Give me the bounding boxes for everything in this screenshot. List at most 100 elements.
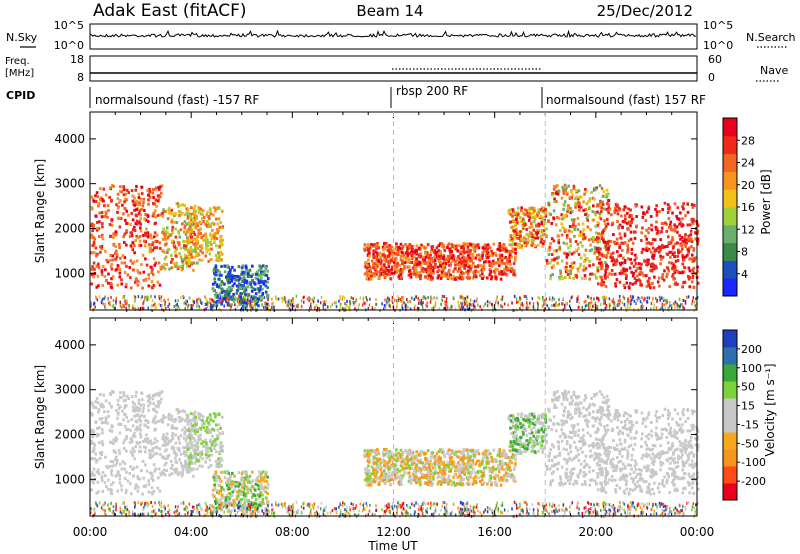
power-cell [444, 258, 448, 262]
power-cell [561, 186, 564, 190]
power-cell [681, 302, 683, 306]
power-cell [516, 206, 520, 210]
power-cell [566, 273, 570, 277]
power-cell [191, 299, 194, 303]
power-cell [682, 258, 686, 262]
power-cell [139, 244, 143, 248]
velocity-cell [167, 417, 171, 421]
power-cell [691, 302, 693, 306]
power-cell [588, 249, 592, 253]
power-cell [628, 214, 632, 218]
power-cell [513, 257, 517, 261]
power-cell [651, 262, 655, 266]
power-cell [452, 244, 455, 248]
velocity-cell [170, 426, 174, 430]
velocity-cell [90, 473, 94, 477]
power-cell [128, 304, 131, 308]
power-cell [103, 305, 106, 309]
power-cell [161, 303, 163, 307]
power-cell [199, 212, 203, 216]
power-cell [448, 249, 452, 253]
power-cell [97, 202, 101, 206]
power-cell [615, 204, 619, 208]
power-cell [582, 234, 586, 238]
power-cell [463, 266, 466, 270]
velocity-cell [219, 445, 222, 449]
velocity-cell [139, 428, 142, 432]
velocity-cell [189, 412, 193, 416]
power-cell [688, 269, 692, 273]
power-cell [565, 265, 568, 269]
power-cell [680, 247, 684, 251]
power-cell [566, 207, 570, 211]
power-cell [541, 215, 545, 219]
power-cell [250, 289, 254, 293]
velocity-cell [117, 407, 121, 411]
power-cell [627, 300, 629, 304]
power-cell [352, 297, 354, 301]
power-cell [470, 264, 474, 268]
power-cell [464, 263, 467, 267]
power-cell [652, 253, 656, 257]
velocity-cell [128, 440, 132, 444]
power-cell [579, 241, 582, 245]
power-cell [547, 253, 551, 257]
velocity-cell [114, 451, 118, 455]
velocity-cell [266, 486, 269, 490]
velocity-cell [133, 435, 137, 439]
power-cell [659, 262, 662, 266]
power-cell [679, 237, 682, 241]
power-cell [542, 206, 545, 210]
power-cell [609, 252, 613, 256]
power-cell [465, 276, 469, 280]
power-cell [379, 255, 382, 259]
power-cell [184, 247, 187, 251]
power-cell [126, 273, 130, 277]
power-cell [210, 297, 212, 301]
power-cell [618, 271, 622, 275]
power-cell [128, 234, 132, 238]
power-cell [152, 257, 156, 261]
velocity-cell [216, 412, 219, 416]
power-cell [131, 199, 135, 203]
power-cell [543, 298, 546, 302]
power-cell [143, 295, 146, 299]
power-cell [150, 295, 152, 299]
power-cell [443, 300, 446, 304]
velocity-cell [140, 413, 143, 417]
power-cell [551, 299, 553, 303]
power-cell [678, 306, 681, 310]
power-cell [110, 277, 113, 281]
power-cell [446, 258, 449, 262]
power-cell [151, 248, 155, 252]
velocity-cell [98, 417, 102, 421]
power-cell [593, 273, 597, 277]
power-cell [553, 197, 556, 201]
power-cell [166, 217, 170, 221]
velocity-cell [174, 418, 178, 422]
power-cell [168, 267, 171, 271]
power-cell [582, 228, 586, 232]
power-cell [124, 192, 127, 196]
power-cell [256, 273, 260, 277]
velocity-cell [158, 391, 162, 395]
velocity-cell [151, 397, 155, 401]
power-cell [138, 201, 142, 205]
power-cell [441, 268, 445, 272]
power-cell [632, 295, 634, 299]
power-cell [245, 298, 248, 302]
power-cell [140, 192, 144, 196]
power-cell [488, 273, 492, 277]
power-cell [616, 220, 619, 224]
velocity-cell [157, 467, 161, 471]
power-cell [593, 197, 596, 201]
power-cell [199, 207, 203, 211]
power-cell [624, 272, 627, 276]
power-cell [410, 244, 413, 248]
power-cell [130, 246, 134, 250]
power-cell [634, 203, 637, 207]
power-cell [518, 234, 522, 238]
power-cell [183, 240, 187, 244]
power-cell [211, 287, 215, 291]
power-cell [90, 303, 92, 307]
